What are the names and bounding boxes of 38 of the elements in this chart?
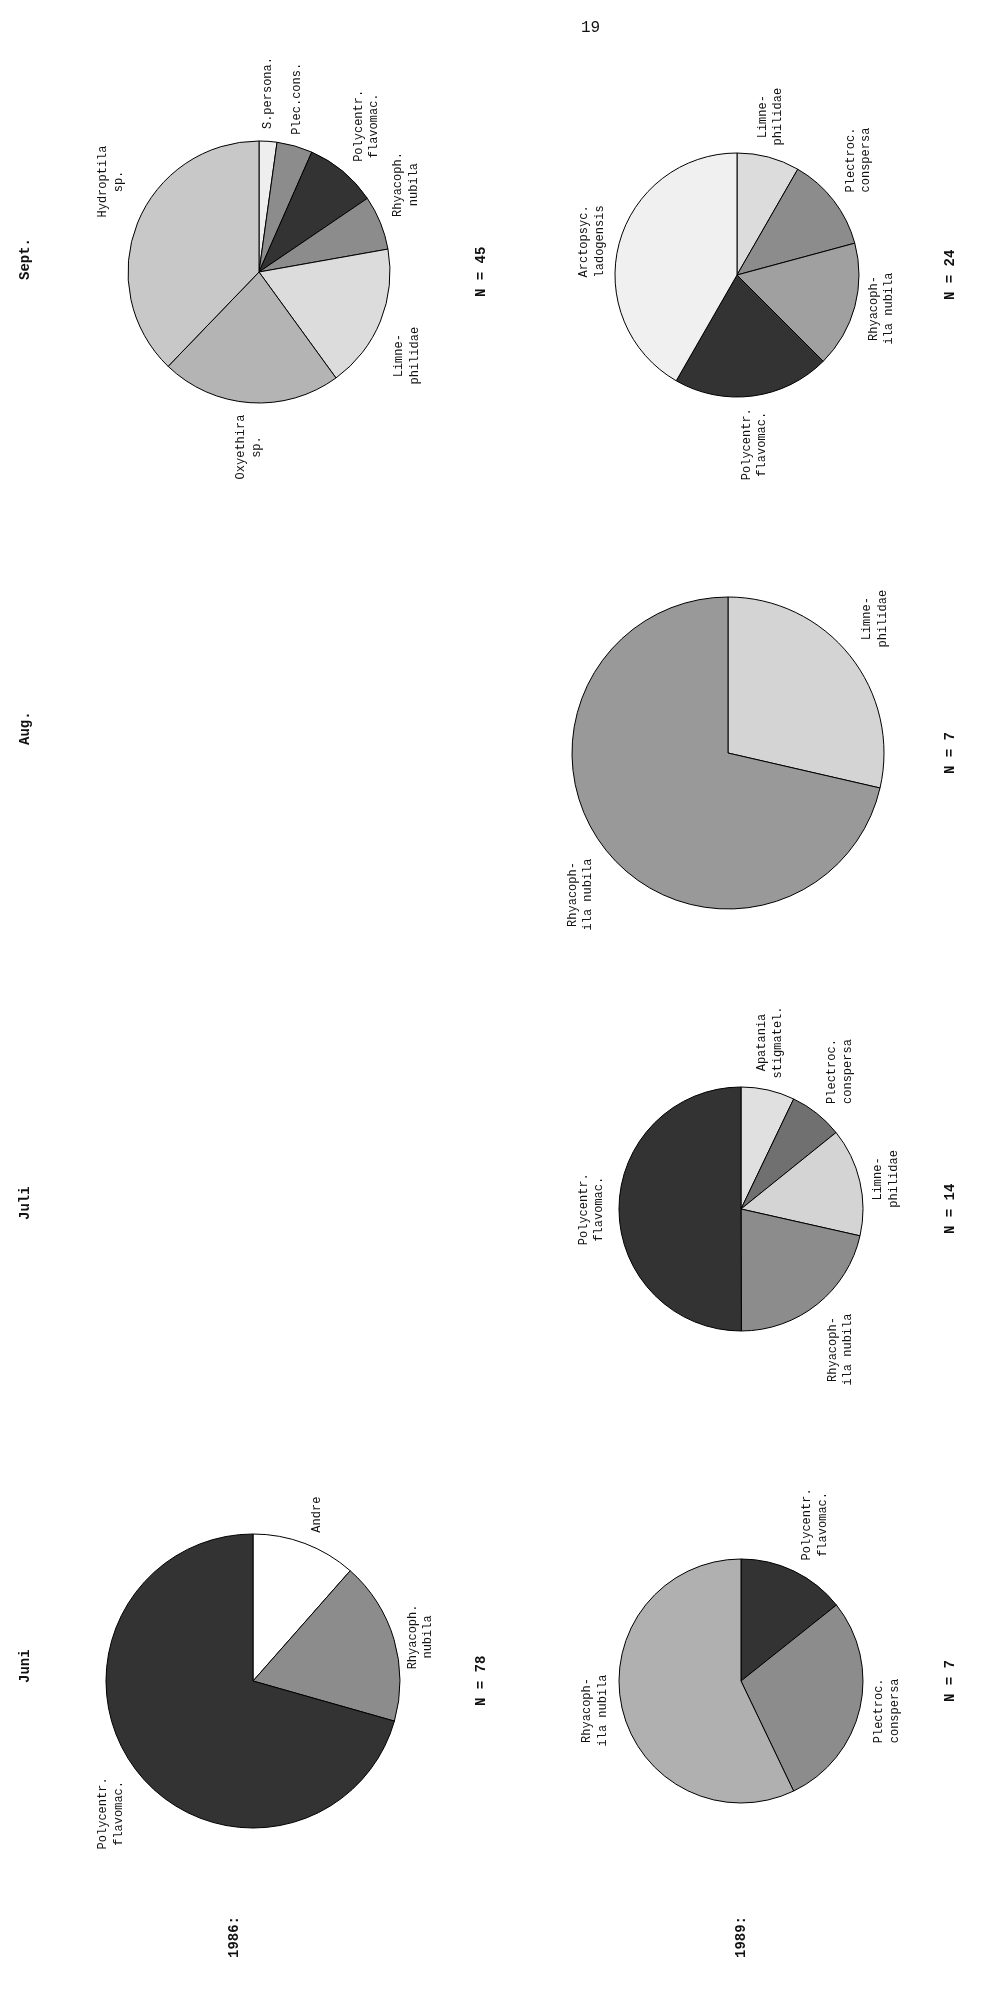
slice-label: S.persona. (261, 57, 276, 130)
slice-label: Polycentr. flavomac. (351, 89, 382, 162)
text: N = 7 (942, 1659, 958, 1702)
slice-label: Oxyethira sp. (234, 414, 264, 480)
slice-label: Polycentr. flavomac. (739, 408, 770, 481)
slice-label: Rhyacoph. nubila (391, 152, 421, 217)
slice-label: Rhyacoph- ila nubila (825, 1313, 856, 1386)
slice-label: Polycentr. flavomac. (576, 1173, 607, 1246)
slice-label: Apatania stigmatel. (754, 1006, 785, 1079)
slice-label: Polycentr. flavomac. (800, 1488, 830, 1561)
slice-label: Limne- philidae (860, 589, 890, 648)
slice-label: Limne- philidae (871, 1150, 902, 1208)
text: Sept. (17, 237, 33, 280)
text: Juli (17, 1186, 33, 1220)
slice-label: Hydroptila sp. (95, 145, 126, 218)
slice-label: Arctopsyc. ladogensis (577, 205, 608, 278)
slice-label: Limne- philidae (392, 326, 422, 385)
text: Aug. (17, 711, 33, 745)
slice-label: Plec.cons. (290, 62, 305, 135)
slice-label: Andre (310, 1496, 325, 1533)
slice-label: Plectroc. conspersa (872, 1678, 902, 1744)
text: N = 7 (942, 731, 958, 774)
slice-label: Rhyacoph- ila nubila (866, 272, 897, 345)
text: 1989: (733, 1915, 749, 1958)
slice-label: Rhyacoph- ila nubila (580, 1674, 610, 1747)
slice-label: Rhyacoph. nubila (405, 1604, 436, 1670)
text: N = 45 (473, 246, 489, 297)
text: N = 78 (473, 1655, 489, 1706)
text: Juni (17, 1649, 33, 1683)
slice-label: Rhyacoph- ila nubila (565, 858, 596, 931)
slice-label: Polycentr. flavomac. (96, 1777, 126, 1850)
slice-label: Plectroc. conspersa (843, 127, 874, 193)
text: 1986: (226, 1915, 242, 1958)
text: 19 (581, 19, 601, 37)
slice-label: Plectroc. conspersa (824, 1039, 855, 1104)
text: N = 24 (942, 249, 958, 300)
slice-label: Limne- philidae (755, 87, 786, 146)
text: N = 14 (942, 1183, 958, 1234)
